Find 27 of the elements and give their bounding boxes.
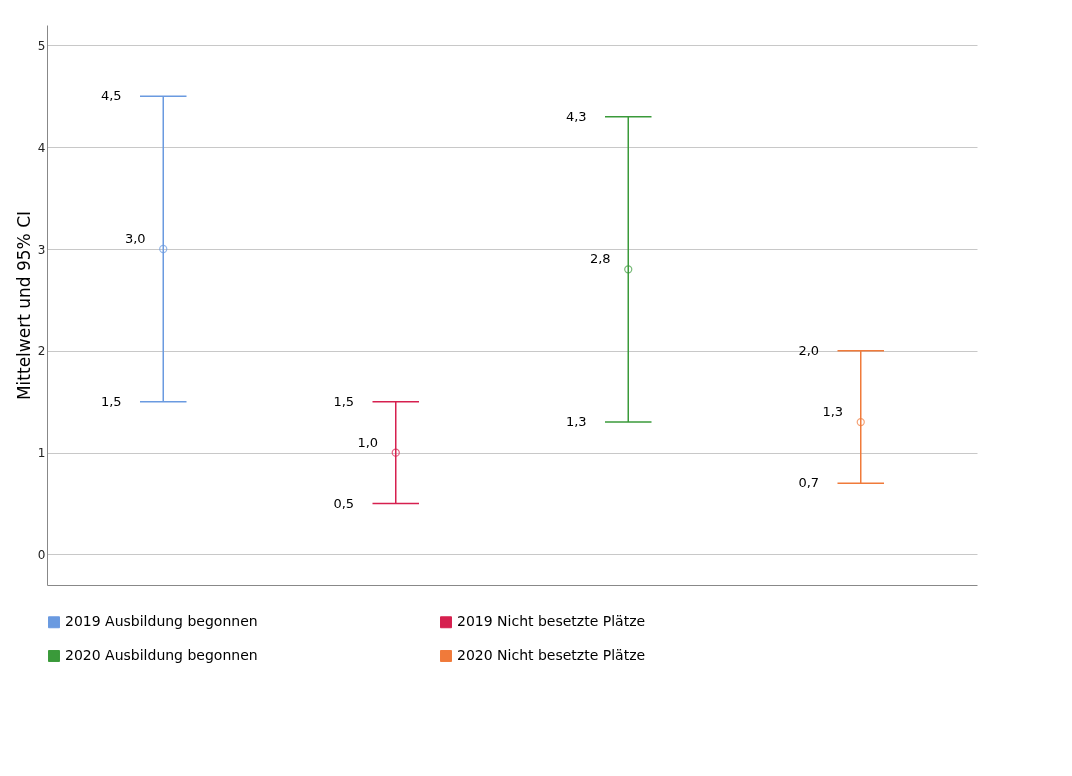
annotation: 2,0: [798, 342, 820, 358]
legend-label: 2019 Ausbildung begonnen: [65, 613, 258, 630]
annotation: 0,5: [333, 495, 355, 511]
point: [391, 448, 400, 457]
annotation: 0,7: [798, 475, 820, 491]
annotation: 1,3: [565, 414, 587, 430]
y-tick-label: 0: [37, 547, 46, 562]
y-tick-label: 2: [37, 344, 46, 359]
legend-label: 2020 Nicht besetzte Plätze: [457, 647, 646, 663]
y-tick-label: 4: [37, 140, 46, 155]
annotation: 1,5: [333, 393, 355, 409]
legend-label: 2019 Nicht besetzte Plätze: [457, 613, 646, 630]
data-label: 1,0: [357, 434, 379, 450]
point: [856, 417, 865, 427]
data-label: 3,0: [124, 231, 146, 246]
annotation: 4,3: [565, 108, 587, 124]
annotation: 4,5: [100, 88, 122, 104]
point: [159, 244, 168, 254]
y-tick-label: 3: [37, 242, 46, 257]
annotation: 1,5: [100, 393, 122, 409]
y-axis-title: Mittelwert und 95% CI: [13, 210, 34, 401]
legend-label: 2020 Ausbildung begonnen: [65, 647, 258, 663]
data-label: 2,8: [589, 251, 611, 267]
y-tick-label: 1: [37, 446, 46, 461]
point: [624, 265, 633, 274]
data-label: 1,3: [822, 404, 844, 420]
y-tick-label: 5: [37, 38, 46, 53]
